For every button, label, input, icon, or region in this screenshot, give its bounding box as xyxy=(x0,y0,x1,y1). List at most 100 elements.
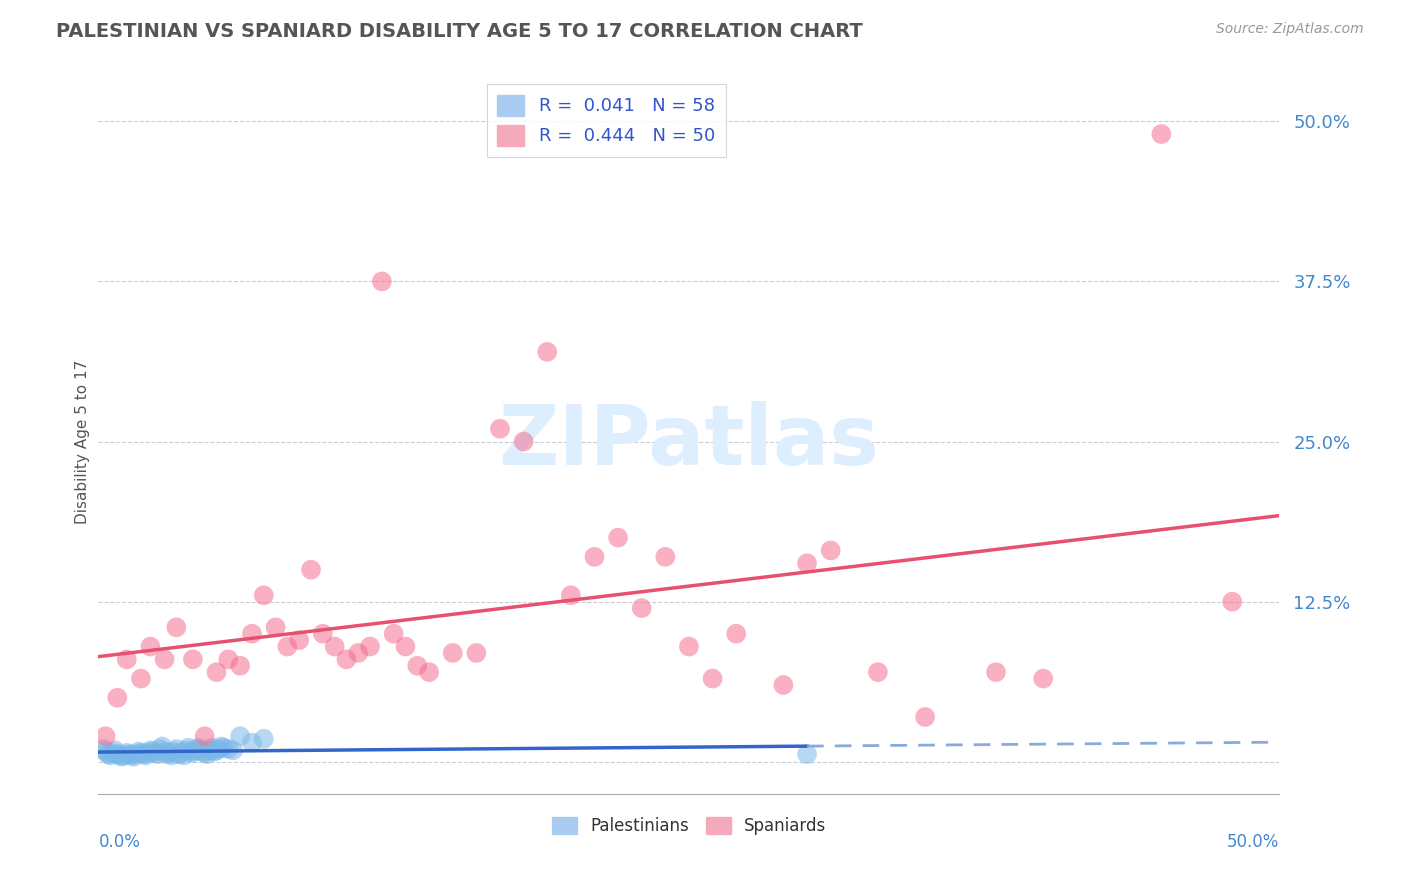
Point xyxy=(820,543,842,558)
Point xyxy=(212,740,235,755)
Point xyxy=(253,588,276,602)
Point xyxy=(94,745,117,759)
Point xyxy=(630,601,652,615)
Point xyxy=(312,626,335,640)
Point xyxy=(122,749,145,764)
Point xyxy=(607,531,630,545)
Point xyxy=(441,646,464,660)
Point xyxy=(205,665,228,680)
Text: ZIPatlas: ZIPatlas xyxy=(499,401,879,482)
Point xyxy=(195,747,218,761)
Point xyxy=(160,748,183,763)
Point xyxy=(347,646,370,660)
Point xyxy=(678,640,700,654)
Point xyxy=(209,739,232,754)
Point xyxy=(702,672,724,686)
Point xyxy=(198,743,221,757)
Point xyxy=(143,746,166,760)
Point xyxy=(105,690,128,705)
Point xyxy=(115,652,138,666)
Point xyxy=(406,658,429,673)
Point xyxy=(201,740,224,755)
Point xyxy=(725,626,748,640)
Point xyxy=(191,745,214,759)
Point xyxy=(418,665,440,680)
Point xyxy=(512,434,534,449)
Point xyxy=(97,747,120,761)
Point xyxy=(335,652,357,666)
Point xyxy=(91,742,114,756)
Text: PALESTINIAN VS SPANIARD DISABILITY AGE 5 TO 17 CORRELATION CHART: PALESTINIAN VS SPANIARD DISABILITY AGE 5… xyxy=(56,22,863,41)
Point xyxy=(139,743,162,757)
Point xyxy=(772,678,794,692)
Point xyxy=(174,743,197,757)
Point xyxy=(205,743,228,757)
Point xyxy=(299,563,322,577)
Point xyxy=(229,729,252,743)
Point xyxy=(217,652,239,666)
Point xyxy=(177,740,200,755)
Point xyxy=(394,640,416,654)
Point xyxy=(104,743,127,757)
Point xyxy=(112,748,135,763)
Point xyxy=(105,747,128,761)
Point xyxy=(180,745,202,759)
Point xyxy=(136,746,159,760)
Point xyxy=(796,556,818,570)
Point xyxy=(121,748,143,763)
Point xyxy=(240,736,263,750)
Point xyxy=(108,748,131,763)
Point xyxy=(240,626,263,640)
Point xyxy=(1150,127,1173,141)
Point xyxy=(181,652,204,666)
Point xyxy=(371,274,394,288)
Point xyxy=(170,746,193,760)
Point xyxy=(111,749,134,764)
Point xyxy=(489,422,512,436)
Point xyxy=(264,620,287,634)
Point xyxy=(146,747,169,761)
Point xyxy=(229,658,252,673)
Point xyxy=(1220,595,1243,609)
Y-axis label: Disability Age 5 to 17: Disability Age 5 to 17 xyxy=(75,359,90,524)
Point xyxy=(914,710,936,724)
Point xyxy=(165,742,187,756)
Point xyxy=(202,745,225,759)
Point xyxy=(194,729,217,743)
Point xyxy=(149,742,172,756)
Point xyxy=(94,729,117,743)
Point xyxy=(118,747,141,761)
Point xyxy=(129,672,152,686)
Point xyxy=(128,745,150,759)
Point xyxy=(132,747,155,761)
Point xyxy=(115,746,138,760)
Point xyxy=(984,665,1007,680)
Point xyxy=(208,742,231,756)
Point xyxy=(181,746,204,760)
Point xyxy=(98,748,121,763)
Point xyxy=(135,748,157,763)
Point xyxy=(866,665,889,680)
Point xyxy=(172,748,194,763)
Point xyxy=(560,588,582,602)
Point xyxy=(276,640,298,654)
Point xyxy=(153,652,176,666)
Point xyxy=(654,549,676,564)
Point xyxy=(167,747,190,761)
Point xyxy=(359,640,381,654)
Text: 0.0%: 0.0% xyxy=(98,832,141,851)
Point xyxy=(157,746,180,760)
Point xyxy=(153,745,176,759)
Point xyxy=(222,743,245,757)
Point xyxy=(184,743,207,757)
Point xyxy=(142,745,165,759)
Point xyxy=(796,747,818,761)
Text: Source: ZipAtlas.com: Source: ZipAtlas.com xyxy=(1216,22,1364,37)
Point xyxy=(156,747,179,761)
Point xyxy=(253,731,276,746)
Point xyxy=(163,745,186,759)
Legend: Palestinians, Spaniards: Palestinians, Spaniards xyxy=(546,811,832,842)
Point xyxy=(187,740,209,755)
Point xyxy=(583,549,606,564)
Point xyxy=(125,747,148,761)
